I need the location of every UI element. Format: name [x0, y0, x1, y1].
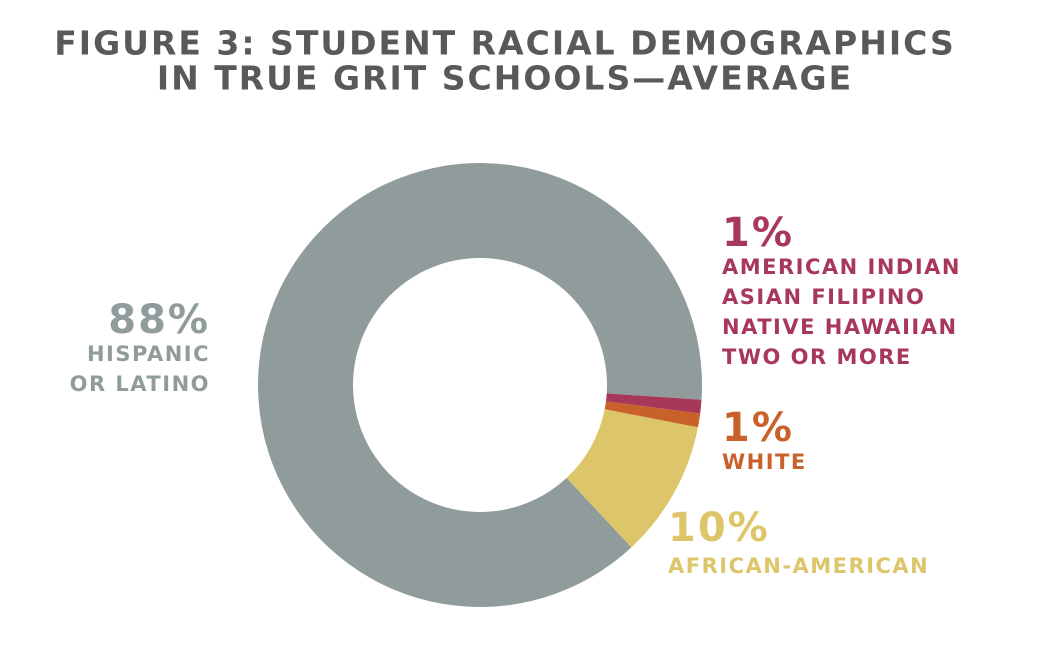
- value-label: 1%: [722, 405, 794, 451]
- category-label: AFRICAN-AMERICAN: [668, 554, 929, 578]
- category-label: OR LATINO: [70, 372, 210, 396]
- value-label: 1%: [722, 210, 794, 256]
- donut-slice: [604, 401, 701, 428]
- value-label: 88%: [108, 297, 210, 343]
- chart-title: FIGURE 3: STUDENT RACIAL DEMOGRAPHICS: [54, 24, 955, 63]
- chart-title: IN TRUE GRIT SCHOOLS—AVERAGE: [157, 59, 853, 98]
- category-label: HISPANIC: [87, 342, 210, 366]
- donut-slice: [257, 163, 702, 608]
- category-label: TWO OR MORE: [722, 345, 912, 369]
- value-label: 10%: [668, 505, 770, 551]
- category-label: ASIAN FILIPINO: [722, 285, 925, 309]
- donut-slice: [605, 393, 702, 414]
- category-label: NATIVE HAWAIIAN: [722, 315, 958, 339]
- category-label: WHITE: [722, 450, 807, 474]
- donut-slice: [566, 409, 698, 548]
- category-label: AMERICAN INDIAN: [722, 255, 961, 279]
